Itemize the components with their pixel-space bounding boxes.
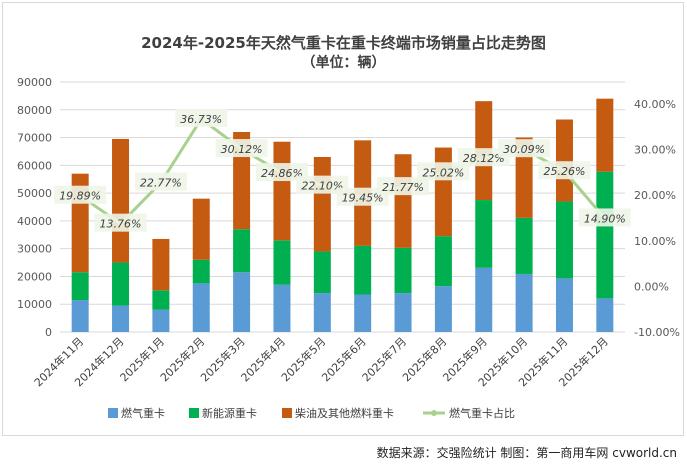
data-label-box: [255, 163, 308, 182]
y-tick-label-right: -10.00%: [634, 326, 680, 339]
bar-segment: [555, 201, 573, 279]
legend-swatch: [282, 408, 292, 418]
y-tick-label-left: 10000: [17, 298, 52, 311]
bar-segment: [273, 240, 291, 285]
bar-segment: [394, 247, 412, 294]
data-label: 30.12%: [221, 143, 263, 156]
bar-segment: [313, 293, 331, 332]
data-label-box: [215, 139, 268, 158]
y-tick-label-left: 70000: [17, 132, 52, 145]
bar-segment: [354, 245, 372, 295]
bar-segment: [152, 238, 170, 291]
bar-segment: [273, 284, 291, 332]
data-label-box: [538, 161, 591, 180]
data-label-box: [377, 177, 430, 196]
data-label: 24.86%: [261, 167, 303, 180]
data-label-box: [296, 175, 349, 194]
legend-swatch: [189, 408, 199, 418]
chart-subtitle: （单位：辆）: [301, 55, 386, 71]
data-label: 19.45%: [342, 192, 384, 205]
bar-segment: [192, 259, 210, 284]
data-label: 25.02%: [422, 166, 464, 179]
data-label: 22.10%: [301, 180, 343, 193]
data-label-box: [134, 172, 187, 191]
bar-segment: [515, 137, 533, 218]
data-label: 30.09%: [503, 143, 545, 156]
data-label-box: [54, 185, 107, 204]
data-label: 21.77%: [382, 181, 424, 194]
y-tick-label-right: 40.00%: [634, 98, 676, 111]
y-tick-label-left: 40000: [17, 215, 52, 228]
bar-segment: [555, 278, 573, 332]
bar-segment: [434, 286, 452, 332]
bar-segment: [192, 198, 210, 260]
legend-label: 燃气重卡: [121, 406, 165, 420]
bar-segment: [434, 147, 452, 237]
bar-segment: [112, 305, 130, 332]
data-label: 36.73%: [180, 113, 222, 126]
data-label-box: [175, 108, 228, 127]
legend-label: 燃气重卡占比: [449, 406, 515, 420]
bar-segment: [313, 157, 331, 252]
bar-segment: [475, 200, 493, 268]
bar-segment: [152, 309, 170, 332]
y-tick-label-left: 30000: [17, 243, 52, 256]
data-label: 25.26%: [543, 165, 585, 178]
footer-source: 数据来源：交强险统计 制图：第一商用车网 cvworld.cn: [376, 446, 677, 460]
data-label-box: [94, 213, 147, 232]
bar-segment: [596, 298, 614, 332]
bar-segment: [112, 138, 130, 263]
bar-segment: [434, 236, 452, 287]
data-label: 22.77%: [140, 177, 182, 190]
data-label-box: [578, 208, 631, 227]
bar-segment: [394, 293, 412, 332]
chart-title: 2024年-2025年天然气重卡在重卡终端市场销量占比走势图: [141, 34, 546, 52]
y-tick-label-left: 0: [45, 326, 52, 339]
data-label-box: [457, 148, 510, 167]
legend-label: 柴油及其他燃料重卡: [295, 406, 394, 420]
legend-marker-icon: [431, 410, 437, 416]
bar-segment: [233, 229, 251, 273]
data-label: 19.89%: [59, 190, 101, 203]
y-tick-label-left: 80000: [17, 104, 52, 117]
bar-segment: [233, 272, 251, 332]
data-label-box: [417, 162, 470, 181]
data-label: 28.12%: [463, 152, 505, 165]
bar-segment: [152, 290, 170, 310]
data-label-box: [336, 187, 389, 206]
y-tick-label-left: 20000: [17, 270, 52, 283]
y-tick-label-left: 60000: [17, 159, 52, 172]
data-label: 14.90%: [584, 212, 626, 225]
y-tick-label-right: 0.00%: [634, 280, 669, 293]
bar-segment: [313, 251, 331, 294]
bar-segment: [515, 273, 533, 332]
bar-segment: [475, 267, 493, 332]
y-tick-label-left: 50000: [17, 187, 52, 200]
data-label: 13.76%: [100, 218, 142, 231]
bar-segment: [192, 283, 210, 332]
bar-segment: [354, 294, 372, 332]
bar-segment: [273, 141, 291, 241]
legend-swatch: [108, 408, 118, 418]
bar-segment: [596, 98, 614, 172]
y-tick-label-right: 10.00%: [634, 235, 676, 248]
legend-label: 新能源重卡: [202, 406, 257, 420]
bar-segment: [71, 272, 89, 301]
y-tick-label-right: 30.00%: [634, 144, 676, 157]
bar-segment: [71, 300, 89, 332]
bar-segment: [112, 262, 130, 306]
bar-segment: [555, 119, 573, 202]
bar-segment: [596, 171, 614, 299]
y-tick-label-right: 20.00%: [634, 189, 676, 202]
bar-segment: [515, 217, 533, 274]
data-label-box: [498, 139, 551, 158]
bar-segment: [394, 154, 412, 248]
y-tick-label-left: 90000: [17, 76, 52, 89]
